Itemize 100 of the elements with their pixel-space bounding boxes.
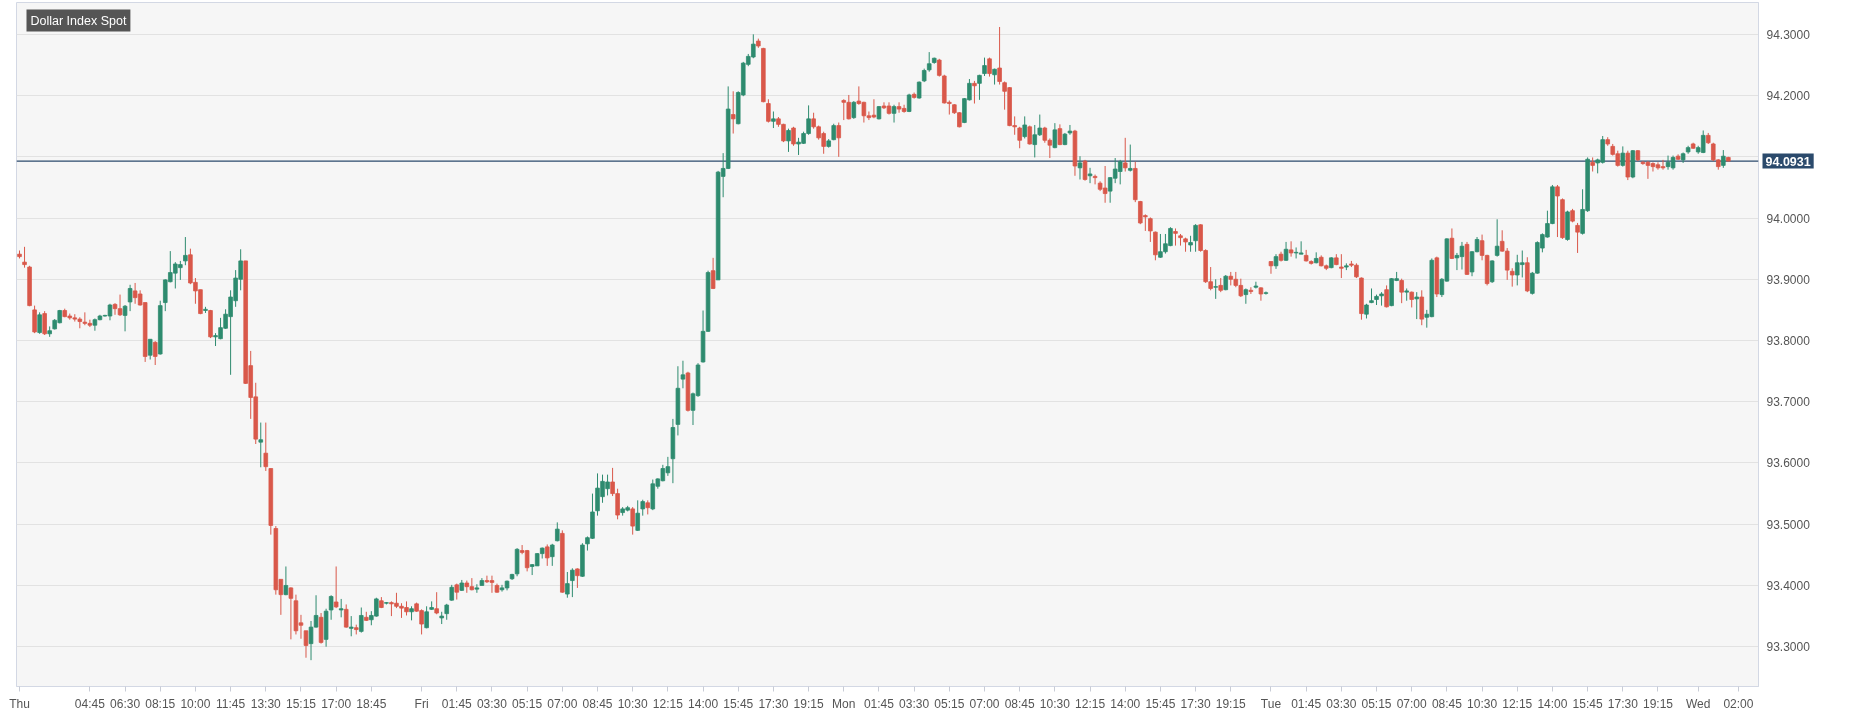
candlestick [263,422,269,472]
x-tick-label: 07:00 [1396,696,1428,711]
candlestick [42,310,47,336]
candlestick [1087,167,1093,184]
candlestick [836,122,842,158]
candlestick [1339,253,1344,279]
candlestick [1283,241,1289,262]
candlestick [1268,261,1274,275]
x-tick-label: 17:30 [758,696,789,711]
x-tick-label: 03:30 [1326,696,1357,711]
candlestick [1022,115,1027,139]
x-tick-label: 03:30 [899,696,930,711]
candlestick [1575,222,1580,254]
x-tick-label: 08:45 [1004,696,1036,711]
x-tick-label: 05:15 [1361,696,1392,711]
x-tick-label: 05:15 [512,696,543,711]
y-tick-label: 93.7000 [1766,395,1811,410]
candlestick [1243,287,1249,305]
candlestick [1489,259,1495,284]
x-tick-label: 15:15 [285,696,317,711]
candlestick [147,338,153,360]
candlestick [22,246,27,269]
candlestick [1509,267,1515,288]
x-tick-label: 08:45 [1431,696,1463,711]
x-tick-label: 05:15 [934,696,965,711]
y-tick-label: 94.3000 [1766,27,1811,42]
ref-line-label: 94.0931 [1765,154,1811,169]
candlestick [1419,289,1425,326]
y-tick-label: 93.3000 [1766,640,1811,655]
candlestick [474,583,480,594]
text: Dollar Index Spot [30,13,127,28]
y-tick-label: 93.5000 [1766,517,1811,532]
x-tick-label: 17:30 [1180,696,1211,711]
candlestick [972,80,977,105]
candlestick [92,317,98,332]
candlestick [343,603,349,629]
x-tick-label: 11:45 [216,696,246,711]
x-tick-label: 06:30 [110,696,141,711]
x-tick-label: 03:30 [476,696,508,711]
candlestick [1399,278,1404,304]
candlestick [630,506,635,536]
x-tick-label: 01:45 [441,696,473,711]
candlestick [1414,291,1419,320]
candlestick [635,499,640,532]
y-tick-label: 93.9000 [1766,272,1811,287]
candlestick [1102,165,1108,204]
candlestick [1494,218,1500,258]
x-tick-label: 15:45 [723,696,754,711]
x-tick-label: 04:45 [74,696,106,711]
candlestick [484,575,490,584]
candlestick [1092,174,1098,185]
candlestick [32,305,37,334]
y-tick-label: 93.4000 [1766,578,1811,593]
candlestick [1052,122,1058,149]
candlestick [288,586,294,640]
candlestick [786,128,791,153]
x-tick-label: 01:45 [863,696,895,711]
x-tick-label: 15:45 [1572,696,1603,711]
x-tick-label: 10:30 [1039,696,1071,711]
candlestick [183,236,188,266]
candlestick [338,598,344,618]
x-tick-label: 13:30 [250,696,282,711]
candlestick [1625,150,1631,181]
candlestick [1449,227,1455,260]
x-tick-label: 12:15 [1075,696,1106,711]
candlestick [1258,286,1264,302]
x-tick-label: 07:00 [547,696,578,711]
x-tick-label: 02:00 [1723,696,1754,711]
x-tick-label: Wed [1685,696,1711,711]
candlestick [127,284,133,312]
x-tick-label: 14:00 [1537,696,1568,711]
candlestick [565,571,570,599]
x-tick-label: 18:45 [356,696,387,711]
x-tick-label: 12:15 [652,696,684,711]
x-tick-label: 10:30 [1467,696,1498,711]
x-tick-label: 17:30 [1607,696,1639,711]
x-tick-label: Tue [1260,696,1282,711]
x-tick-label: 08:15 [145,696,176,711]
candlestick [1077,155,1083,180]
candlestick [1032,124,1038,158]
x-tick-label: Fri [414,696,429,711]
y-tick-label: 93.8000 [1766,334,1811,349]
candlestick [1248,286,1254,295]
candlestick [37,311,42,335]
candlestick [841,98,847,121]
candlestick [359,607,364,634]
x-tick-label: 19:15 [793,696,824,711]
x-tick-label: 10:30 [617,696,649,711]
candlestick [730,90,736,135]
candlestick [575,567,580,589]
candlestick [1193,223,1198,253]
candlestick [1122,137,1128,173]
candlestick [570,567,575,598]
y-tick-label: 94.2000 [1766,89,1811,104]
candlestick [283,565,289,596]
x-tick-label: 10:00 [180,696,211,711]
x-tick-label: Mon [832,696,856,711]
candlestick [544,543,550,567]
candlestick [1620,145,1626,168]
candlestick [1555,184,1560,238]
